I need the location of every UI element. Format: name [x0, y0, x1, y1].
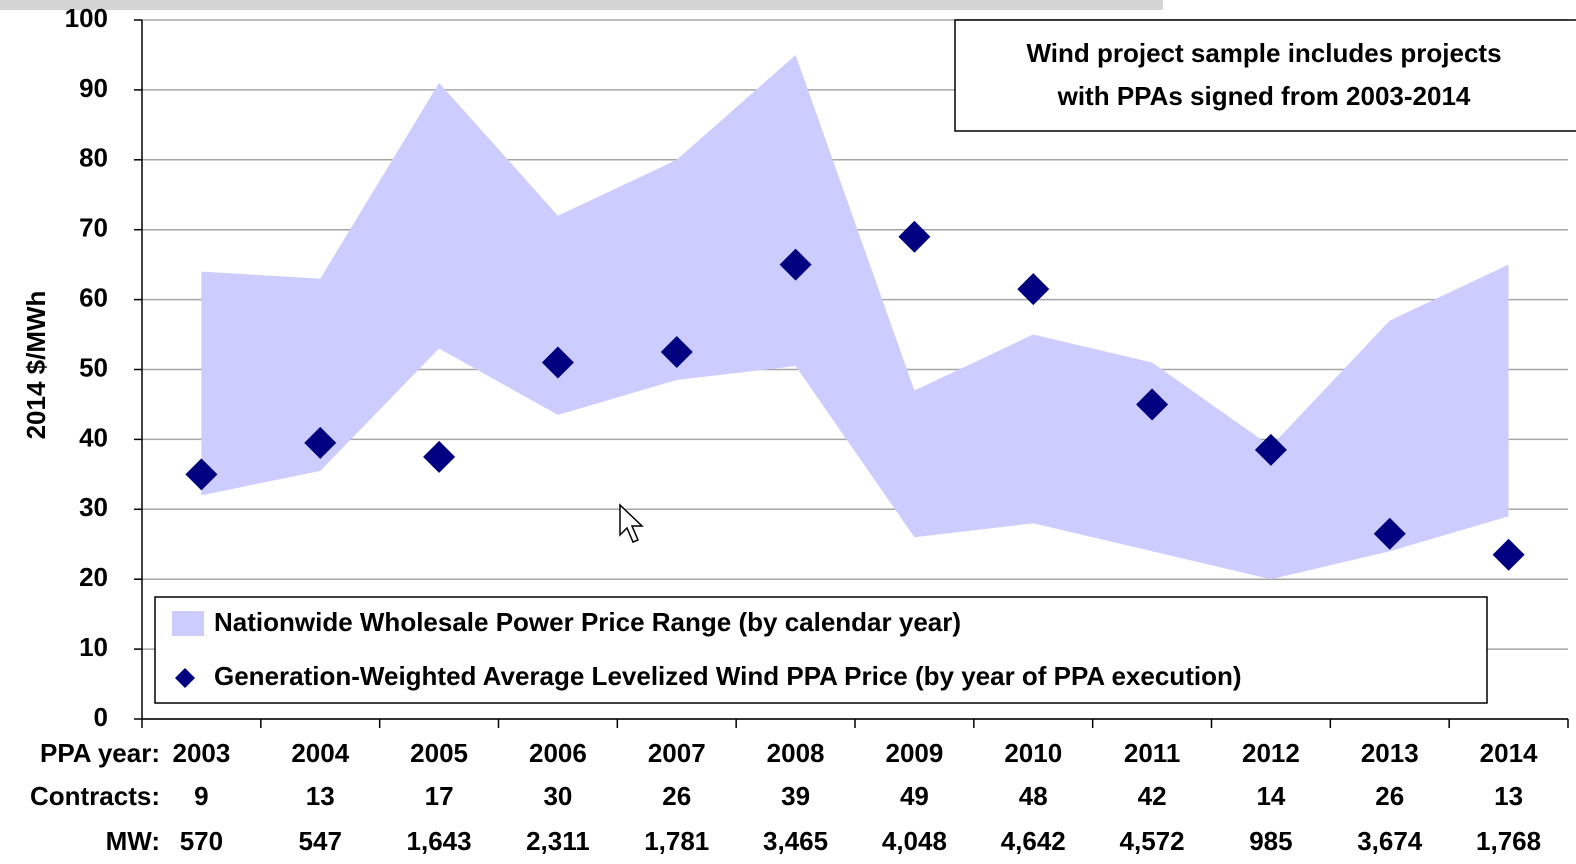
- ppa-price-marker: [1492, 538, 1525, 571]
- price-range-band: [201, 54, 1509, 580]
- y-tick-label: 60: [79, 282, 108, 312]
- ppa-price-marker: [1254, 433, 1287, 466]
- marks: [185, 54, 1525, 580]
- ppa-price-marker: [660, 336, 693, 369]
- legend-marker: [175, 668, 195, 688]
- x-tick-label: 2004: [291, 738, 349, 768]
- row-value: 26: [662, 781, 691, 811]
- x-tick-label: 2003: [172, 738, 230, 768]
- legend-label: Nationwide Wholesale Power Price Range (…: [214, 607, 961, 637]
- row-label: PPA year:: [40, 738, 160, 768]
- row-value: 30: [543, 781, 572, 811]
- row-value: 4,642: [1001, 826, 1066, 856]
- x-tick-label: 2013: [1361, 738, 1419, 768]
- row-value: 1,781: [644, 826, 709, 856]
- y-tick-label: 50: [79, 352, 108, 382]
- row-value: 14: [1256, 781, 1285, 811]
- row-value: 39: [781, 781, 810, 811]
- axes: 0 10 20 30 40 50 60 70 80 90 100 PPA year: 2003 2004 2…: [30, 3, 1569, 856]
- mouse-cursor: [619, 503, 644, 543]
- row-value: 4,048: [882, 826, 947, 856]
- y-tick-label: 20: [79, 562, 108, 592]
- ppa-price-marker: [898, 220, 931, 253]
- ppa-price-marker: [1136, 388, 1169, 421]
- ppa-price-marker: [185, 458, 218, 491]
- x-tick-label: 2012: [1242, 738, 1300, 768]
- y-tick-label: 90: [79, 73, 108, 103]
- ppa-price-marker: [779, 248, 812, 281]
- row-label: MW:: [106, 826, 160, 856]
- ppa-price-marker: [1017, 273, 1050, 306]
- row-value: 9: [194, 781, 208, 811]
- legend-entries: Nationwide Wholesale Power Price Range (…: [172, 607, 1242, 691]
- top-bar: [0, 0, 1163, 10]
- x-tick-label: 2010: [1004, 738, 1062, 768]
- y-tick-label: 100: [65, 3, 108, 33]
- y-tick-label: 0: [94, 702, 108, 732]
- row-value: 3,674: [1357, 826, 1423, 856]
- y-tick-label: 70: [79, 213, 108, 243]
- x-tick-label: 2014: [1480, 738, 1538, 768]
- annotation: with PPAs signed from 2003-2014: [1057, 81, 1471, 111]
- x-tick-label: 2008: [767, 738, 825, 768]
- ppa-price-marker: [304, 426, 337, 459]
- ppa-price-marker: [423, 440, 456, 473]
- x-tick-label: 2007: [648, 738, 706, 768]
- x-tick-label: 2006: [529, 738, 587, 768]
- annotation-box: [954, 19, 1576, 132]
- y-tick-label: 30: [79, 492, 108, 522]
- row-value: 547: [299, 826, 342, 856]
- row-value: 4,572: [1120, 826, 1185, 856]
- row-value: 49: [900, 781, 929, 811]
- row-value: 1,643: [407, 826, 472, 856]
- y-tick-label: 40: [79, 422, 108, 452]
- row-value: 985: [1249, 826, 1292, 856]
- y-tick-label: 10: [79, 632, 108, 662]
- ppa-price-marker: [1373, 517, 1406, 550]
- x-tick-label: 2011: [1124, 738, 1180, 768]
- legend-swatch: [172, 611, 204, 636]
- x-tick-label: 2005: [410, 738, 468, 768]
- row-value: 17: [425, 781, 454, 811]
- row-value: 3,465: [763, 826, 828, 856]
- ppa-price-marker: [541, 346, 574, 379]
- row-value: 1,768: [1476, 826, 1541, 856]
- row-value: 13: [1494, 781, 1523, 811]
- legend-label: Generation-Weighted Average Levelized Wi…: [214, 661, 1242, 691]
- y-axis-label: 2014 $/MWh: [21, 291, 51, 440]
- legend: [154, 596, 1488, 704]
- row-value: 42: [1138, 781, 1167, 811]
- x-tick-label: 2009: [885, 738, 943, 768]
- annotation: Wind project sample includes projects: [1026, 38, 1501, 68]
- y-tick-label: 80: [79, 143, 108, 173]
- row-value: 48: [1019, 781, 1048, 811]
- row-value: 26: [1375, 781, 1404, 811]
- row-value: 13: [306, 781, 335, 811]
- row-label: Contracts:: [30, 781, 160, 811]
- row-value: 2,311: [526, 826, 590, 856]
- row-value: 570: [180, 826, 223, 856]
